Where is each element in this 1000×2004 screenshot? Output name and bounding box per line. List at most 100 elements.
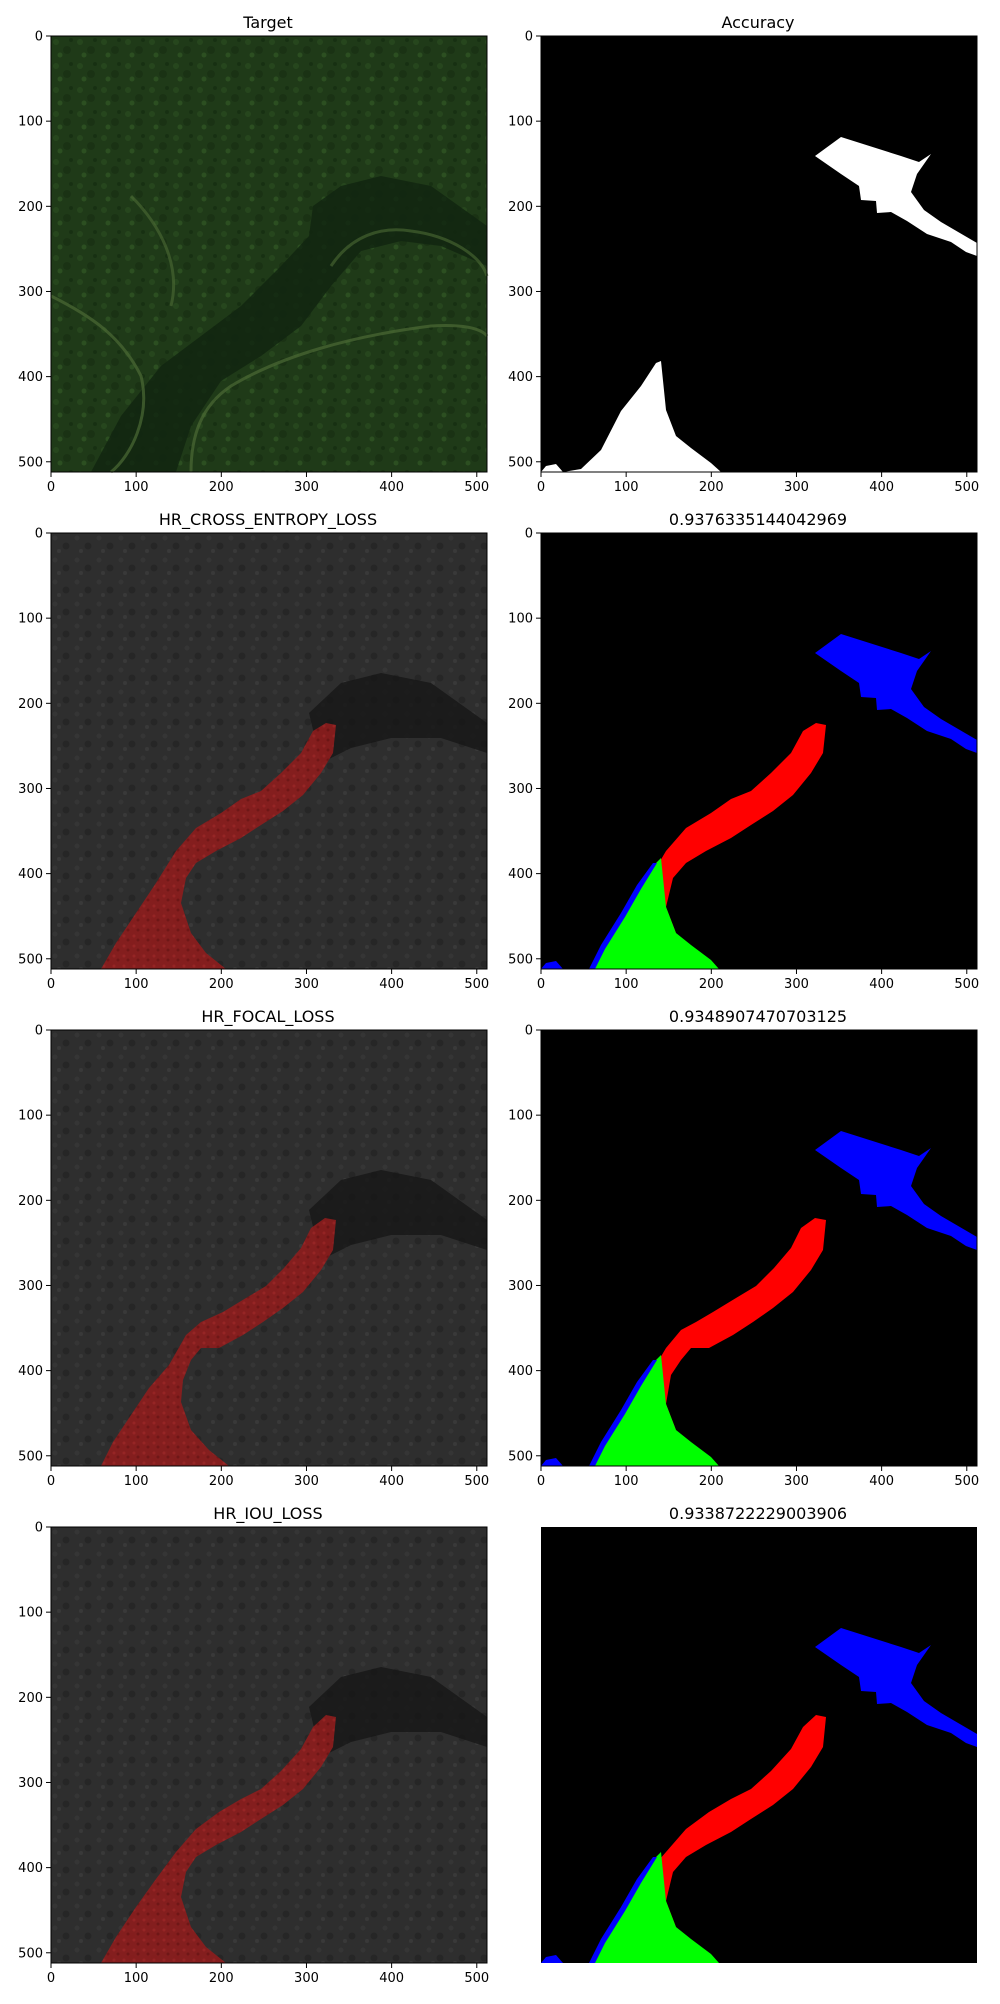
- y-tick-label: 100: [508, 1109, 533, 1124]
- y-tick-label: 100: [18, 1606, 43, 1621]
- x-axis: 0 100 200 300 400 500: [47, 1963, 489, 1986]
- axes-frame: [540, 1029, 978, 1467]
- panel-title: 0.9348907470703125: [669, 1007, 847, 1026]
- axes-frame: [50, 532, 488, 970]
- y-tick-label: 100: [18, 612, 43, 627]
- y-axis: 0 100 200 300 400 500: [508, 527, 541, 967]
- y-tick-label: 300: [18, 1776, 43, 1791]
- image-area: [541, 1527, 977, 1963]
- x-axis: 0 100 200 300 400 500: [47, 969, 489, 992]
- x-tick-label: 0: [47, 977, 55, 992]
- y-tick-label: 0: [525, 30, 533, 45]
- dark-texture-band: [309, 1170, 487, 1260]
- image-background: [51, 36, 487, 472]
- y-tick-label: 200: [508, 697, 533, 712]
- x-axis: 0 100 200 300 400 500: [537, 1466, 979, 1489]
- image-area: [51, 1527, 487, 1963]
- panel-target: Target 0 100 200 300 400 500 0 100 200 300 400 500: [18, 13, 489, 495]
- x-axis: 0 100 200 300 400 500: [47, 472, 489, 495]
- x-tick-label: 300: [294, 977, 319, 992]
- panel-focal-overlay: HR_FOCAL_LOSS 0 100 200 300 400 500 0 100 200 30…: [18, 1007, 489, 1489]
- panel-title: Target: [242, 13, 293, 32]
- y-tick-label: 300: [18, 285, 43, 300]
- image-area: [50, 36, 489, 474]
- y-tick-label: 100: [18, 1109, 43, 1124]
- panel-title: HR_FOCAL_LOSS: [201, 1007, 334, 1027]
- y-tick-label: 500: [508, 1449, 533, 1464]
- y-axis: 0 100 200 300 400 500: [18, 527, 51, 967]
- x-tick-label: 200: [699, 480, 724, 495]
- x-tick-label: 200: [699, 1474, 724, 1489]
- y-tick-label: 400: [18, 370, 43, 385]
- false-negative-edge: [589, 863, 657, 969]
- panel-title: HR_IOU_LOSS: [213, 1504, 322, 1524]
- x-tick-label: 400: [869, 1474, 894, 1489]
- x-axis: 0 100 200 300 400 500: [47, 1466, 489, 1489]
- mask-background: [541, 36, 977, 472]
- panel-title: HR_CROSS_ENTROPY_LOSS: [159, 510, 377, 530]
- y-tick-label: 300: [508, 285, 533, 300]
- false-positive-region: [653, 1218, 826, 1430]
- x-axis: 0 100 200 300 400 500: [537, 472, 979, 495]
- x-tick-label: 500: [464, 480, 489, 495]
- x-tick-label: 500: [464, 977, 489, 992]
- axes-frame: [540, 532, 978, 970]
- image-area: [51, 1030, 487, 1466]
- x-tick-label: 400: [869, 977, 894, 992]
- false-negative-edge: [589, 1360, 657, 1466]
- y-tick-label: 500: [508, 455, 533, 470]
- predicted-overlay: [101, 1715, 336, 1963]
- true-positive-region: [591, 1355, 719, 1466]
- y-tick-label: 100: [508, 612, 533, 627]
- y-tick-label: 200: [18, 200, 43, 215]
- true-positive-region: [591, 1852, 719, 1963]
- image-area: [541, 36, 977, 472]
- x-tick-label: 300: [784, 480, 809, 495]
- y-tick-label: 400: [508, 370, 533, 385]
- y-axis: 0 100 200 300 400 500: [18, 1521, 51, 1961]
- true-positive-region: [591, 858, 719, 969]
- y-tick-label: 400: [508, 867, 533, 882]
- false-positive-region: [653, 1715, 826, 1927]
- x-tick-label: 0: [47, 480, 55, 495]
- panel-iou-overlay: HR_IOU_LOSS 0 100 200 300 400 500 0 100 200 300 4…: [18, 1504, 489, 1986]
- y-tick-label: 0: [35, 527, 43, 542]
- mask-region-upper: [815, 137, 977, 256]
- dark-forest-corridor: [91, 176, 487, 472]
- x-tick-label: 200: [209, 977, 234, 992]
- x-tick-label: 300: [784, 977, 809, 992]
- y-tick-label: 400: [18, 867, 43, 882]
- dark-texture-band: [309, 1667, 487, 1757]
- x-tick-label: 500: [464, 1971, 489, 1986]
- y-tick-label: 0: [525, 527, 533, 542]
- x-tick-label: 0: [537, 1474, 545, 1489]
- y-tick-label: 200: [508, 1194, 533, 1209]
- x-tick-label: 100: [614, 1474, 639, 1489]
- panel-accuracy: Accuracy 0 100 200 300 400 500 0 100 200 300 400 5…: [508, 13, 979, 495]
- x-tick-label: 100: [614, 480, 639, 495]
- x-tick-label: 0: [537, 977, 545, 992]
- y-tick-label: 500: [18, 1449, 43, 1464]
- y-tick-label: 400: [18, 1364, 43, 1379]
- y-tick-label: 500: [18, 952, 43, 967]
- false-negative-region: [815, 1628, 977, 1747]
- mask-background: [541, 533, 977, 969]
- x-tick-label: 400: [379, 1971, 404, 1986]
- x-tick-label: 100: [124, 1474, 149, 1489]
- y-tick-label: 400: [508, 1364, 533, 1379]
- y-tick-label: 500: [18, 1946, 43, 1961]
- panel-cross-entropy-overlay: HR_CROSS_ENTROPY_LOSS 0 100 200 300 400 500 0…: [18, 510, 489, 992]
- x-tick-label: 500: [954, 977, 979, 992]
- clearing-boundary: [50, 294, 146, 474]
- x-tick-label: 400: [379, 977, 404, 992]
- y-axis: 0 100 200 300 400 500: [508, 1024, 541, 1464]
- y-tick-label: 0: [35, 1024, 43, 1039]
- panel-title: 0.9376335144042969: [669, 510, 847, 529]
- y-tick-label: 300: [508, 782, 533, 797]
- false-positive-region: [653, 723, 826, 933]
- y-tick-label: 300: [508, 1279, 533, 1294]
- x-tick-label: 200: [209, 1474, 234, 1489]
- y-axis: 0 100 200 300 400 500: [18, 1024, 51, 1464]
- x-axis: 0 100 200 300 400 500: [537, 969, 979, 992]
- clearing-boundary: [329, 228, 489, 277]
